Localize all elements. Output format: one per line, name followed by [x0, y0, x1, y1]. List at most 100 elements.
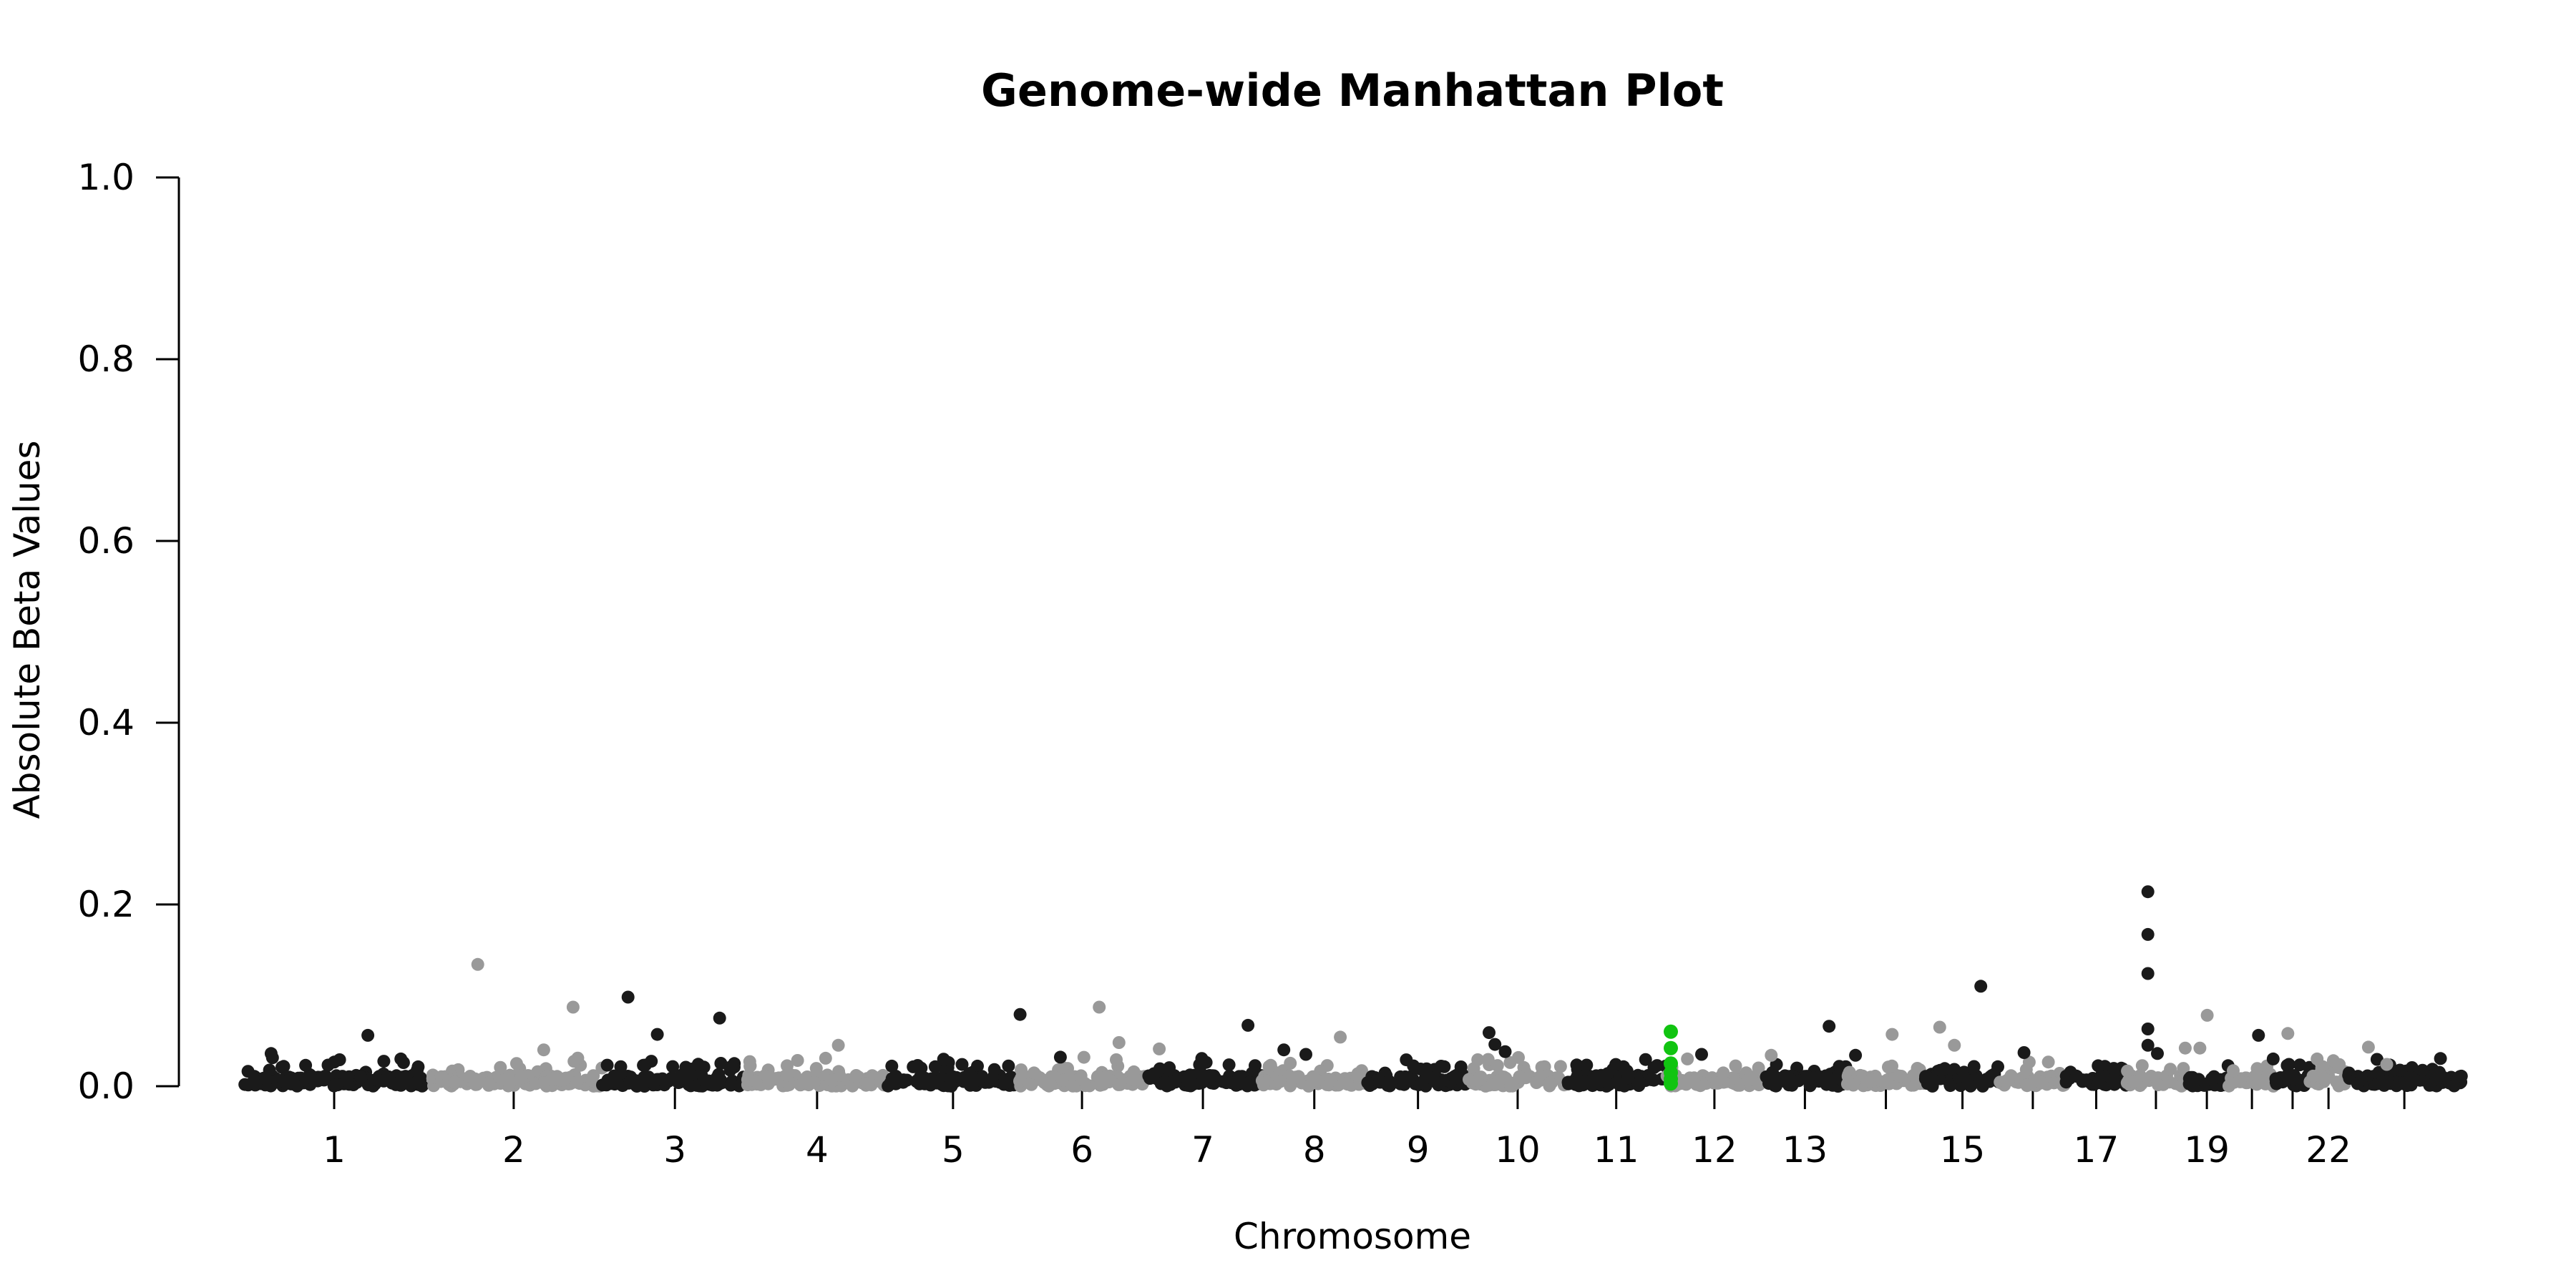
highlighted-snp-point	[1664, 1076, 1678, 1091]
x-tick-label: 9	[1407, 1129, 1430, 1171]
y-tick-label: 0.2	[77, 884, 135, 925]
snp-peak-point	[2193, 1041, 2207, 1055]
snp-point	[807, 1075, 821, 1089]
snp-point	[1481, 1053, 1495, 1066]
snp-point	[377, 1055, 391, 1068]
snp-peak-point	[2151, 1047, 2164, 1060]
snp-point	[2233, 1075, 2247, 1088]
snp-point	[1324, 1073, 1338, 1087]
snp-point	[285, 1071, 298, 1085]
snp-point	[1919, 1070, 1933, 1083]
snp-point	[2227, 1064, 2240, 1078]
snp-peak-point	[2141, 927, 2155, 941]
snp-peak-point	[2281, 1027, 2295, 1040]
snp-point	[2162, 1075, 2176, 1089]
snp-point	[1262, 1060, 1276, 1073]
snp-peak-point	[1974, 980, 1988, 993]
snp-peak-point	[1933, 1020, 1946, 1034]
snp-point	[1206, 1069, 1219, 1083]
snp-point	[2454, 1069, 2468, 1083]
snp-point	[638, 1070, 651, 1084]
snp-point	[1448, 1070, 1461, 1083]
snp-point	[1895, 1070, 1908, 1083]
snp-point	[372, 1073, 386, 1087]
snp-point	[759, 1070, 773, 1083]
snp-point	[447, 1075, 461, 1089]
snp-point	[743, 1059, 757, 1073]
snp-point	[637, 1058, 650, 1072]
snp-point	[2393, 1063, 2406, 1077]
snp-point	[328, 1055, 341, 1069]
snp-point	[697, 1073, 711, 1086]
snp-point	[1438, 1060, 1451, 1073]
snp-point	[1579, 1074, 1591, 1088]
data-points	[238, 885, 2468, 1093]
snp-peak-point	[2141, 885, 2155, 899]
snp-point	[1991, 1060, 2004, 1073]
snp-point	[1025, 1076, 1038, 1089]
snp-peak-point	[728, 1057, 741, 1070]
snp-point	[259, 1073, 273, 1086]
snp-point	[1833, 1060, 1846, 1073]
x-tick-label: 10	[1495, 1129, 1541, 1171]
snp-peak-point	[2200, 1008, 2214, 1022]
x-tick-label: 13	[1782, 1129, 1828, 1171]
snp-point	[1415, 1077, 1428, 1091]
snp-point	[1407, 1059, 1420, 1073]
snp-peak-point	[1112, 1036, 1126, 1049]
snp-point	[711, 1075, 724, 1089]
snp-point	[2004, 1069, 2018, 1083]
snp-point	[1752, 1061, 1765, 1075]
snp-point	[2152, 1078, 2165, 1091]
snp-peak-point	[1241, 1018, 1255, 1032]
snp-point	[794, 1078, 807, 1092]
snp-point	[670, 1073, 684, 1086]
snp-point	[1066, 1079, 1080, 1093]
snp-point	[1113, 1078, 1127, 1091]
snp-point	[691, 1058, 705, 1071]
snp-peak-point	[2361, 1040, 2375, 1054]
snp-point	[2416, 1063, 2429, 1077]
snp-point	[1762, 1077, 1775, 1091]
snp-point	[249, 1077, 263, 1091]
snp-peak-point	[1498, 1045, 1512, 1058]
snp-point	[2291, 1073, 2305, 1086]
snp-peak-point	[2017, 1046, 2031, 1059]
snp-point	[2223, 1079, 2235, 1093]
snp-peak-point	[1765, 1048, 1778, 1062]
snp-point	[997, 1075, 1011, 1088]
snp-point	[2070, 1070, 2084, 1083]
x-tick-label: 5	[942, 1129, 965, 1171]
snp-peak-point	[1823, 1020, 1836, 1033]
x-axis: 1 2 3 4 5 6 7 8 9 10 11 12 13 15 17 19 22	[323, 1088, 2406, 1171]
y-tick-label: 0.8	[77, 338, 135, 380]
snp-peak-point	[394, 1052, 408, 1065]
snp-point	[1154, 1077, 1168, 1091]
snp-peak-point	[2266, 1052, 2280, 1065]
snp-point	[481, 1076, 494, 1090]
snp-point	[410, 1075, 424, 1089]
snp-point	[514, 1071, 528, 1085]
snp-point	[277, 1060, 291, 1073]
snp-point	[2109, 1075, 2123, 1088]
snp-point	[570, 1075, 584, 1089]
snp-peak-point	[1885, 1028, 1899, 1041]
snp-point	[666, 1060, 680, 1073]
snp-peak-point	[2178, 1041, 2192, 1055]
snp-point	[1976, 1078, 1989, 1091]
snp-point	[2282, 1058, 2296, 1071]
snp-point	[1186, 1078, 1200, 1091]
snp-point	[1885, 1059, 1898, 1073]
snp-peak-point	[1153, 1042, 1166, 1055]
x-axis-label: Chromosome	[1234, 1216, 1471, 1257]
snp-point	[1216, 1075, 1229, 1088]
snp-point	[1028, 1066, 1041, 1080]
snp-point	[1933, 1063, 1947, 1077]
snp-point	[2259, 1077, 2273, 1091]
snp-point	[1967, 1060, 1981, 1073]
snp-peak-point	[1695, 1048, 1708, 1061]
snp-point	[1710, 1076, 1723, 1090]
snp-point	[2186, 1078, 2199, 1091]
snp-point	[1488, 1078, 1501, 1091]
